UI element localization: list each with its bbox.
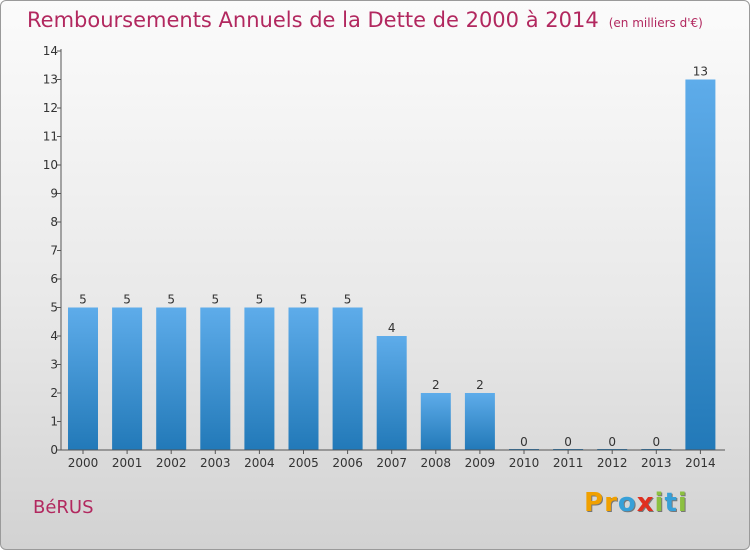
y-tick-label: 11	[43, 130, 58, 144]
logo-letter: i	[677, 488, 688, 518]
bar	[156, 307, 187, 450]
x-tick-label: 2007	[376, 456, 407, 470]
data-label: 0	[520, 435, 528, 449]
x-tick-label: 2004	[244, 456, 275, 470]
x-tick-label: 2012	[597, 456, 628, 470]
bar	[288, 307, 319, 450]
x-tick-label: 2001	[112, 456, 143, 470]
proxiti-logo[interactable]: Proxiti	[584, 488, 688, 518]
y-tick-label: 14	[43, 44, 58, 58]
x-tick-label: 2009	[465, 456, 496, 470]
data-label: 2	[476, 378, 484, 392]
y-tick-label: 5	[50, 301, 58, 315]
logo-letter: t	[664, 488, 678, 518]
y-tick-label: 6	[50, 272, 58, 286]
x-tick-label: 2010	[509, 456, 540, 470]
x-tick-label: 2014	[685, 456, 716, 470]
data-label: 13	[693, 65, 708, 79]
logo-letter: r	[604, 488, 618, 518]
data-label: 5	[123, 293, 131, 307]
y-tick-label: 13	[43, 73, 58, 87]
logo-letter: o	[617, 488, 637, 518]
x-tick-label: 2006	[332, 456, 363, 470]
bar	[464, 393, 495, 450]
data-label: 5	[167, 293, 175, 307]
bar	[112, 307, 143, 450]
data-label: 5	[256, 293, 264, 307]
logo-letter: P	[584, 488, 605, 518]
logo-letter: x	[636, 488, 655, 518]
y-tick-label: 3	[50, 358, 58, 372]
data-label: 2	[432, 378, 440, 392]
title-text: Remboursements Annuels de la Dette de 20…	[27, 8, 599, 32]
x-tick-label: 2002	[156, 456, 187, 470]
x-tick-label: 2003	[200, 456, 231, 470]
x-tick-label: 2013	[641, 456, 672, 470]
data-label: 0	[564, 435, 572, 449]
bar	[685, 79, 716, 450]
x-tick-label: 2005	[288, 456, 319, 470]
bar	[244, 307, 275, 450]
y-tick-label: 9	[50, 187, 58, 201]
title-unit: (en milliers d'€)	[608, 16, 703, 30]
y-tick-label: 12	[43, 101, 58, 115]
bar	[332, 307, 363, 450]
town-name: BéRUS	[33, 497, 94, 518]
chart-title: Remboursements Annuels de la Dette de 20…	[27, 8, 703, 32]
x-tick-label: 2008	[421, 456, 452, 470]
bar	[68, 307, 98, 450]
y-tick-label: 10	[43, 158, 58, 172]
x-tick-label: 2000	[68, 456, 99, 470]
y-tick-label: 0	[50, 443, 58, 457]
y-tick-label: 2	[50, 386, 58, 400]
logo-letter: i	[654, 488, 665, 518]
data-label: 5	[211, 293, 219, 307]
data-label: 0	[652, 435, 660, 449]
bar	[420, 393, 451, 450]
data-label: 4	[388, 321, 396, 335]
x-tick-label: 2011	[553, 456, 584, 470]
data-label: 5	[344, 293, 352, 307]
data-label: 5	[79, 293, 87, 307]
data-label: 0	[608, 435, 616, 449]
bar	[376, 336, 407, 450]
y-tick-label: 8	[50, 215, 58, 229]
y-tick-label: 1	[50, 415, 58, 429]
bar	[200, 307, 231, 450]
y-tick-label: 7	[50, 244, 58, 258]
y-tick-label: 4	[50, 329, 58, 343]
data-label: 5	[300, 293, 308, 307]
